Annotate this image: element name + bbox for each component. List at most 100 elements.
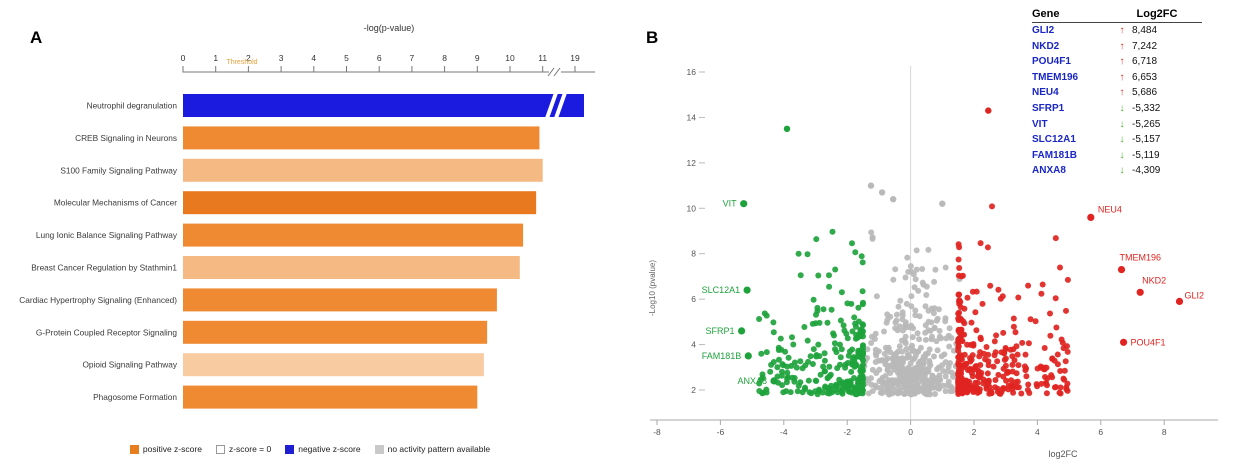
log2fc-column-header: Log2FC xyxy=(1136,8,1178,20)
data-point-up xyxy=(956,244,963,251)
labeled-gene-point xyxy=(740,200,748,208)
legend-swatch xyxy=(285,444,295,454)
pathway-bar xyxy=(183,320,488,344)
data-point-down xyxy=(846,379,853,386)
data-point-down xyxy=(784,369,791,376)
data-point-down xyxy=(809,320,816,327)
data-point-ns xyxy=(904,368,911,375)
data-point-up xyxy=(1054,351,1061,358)
pathway-bar xyxy=(183,126,540,150)
data-point-ns xyxy=(926,346,933,353)
pathway-bar xyxy=(183,385,478,409)
data-point-ns xyxy=(871,336,878,342)
data-point-ns xyxy=(931,324,938,331)
outlier-point-down xyxy=(783,125,791,132)
data-point-up xyxy=(959,338,966,345)
data-point-up xyxy=(985,351,992,358)
tick-label: 6 xyxy=(1098,427,1103,437)
up-arrow-icon: ↑ xyxy=(1119,25,1125,36)
data-point-ns xyxy=(908,293,915,300)
data-point-down xyxy=(761,310,768,317)
data-point-up xyxy=(973,327,980,334)
data-point-ns xyxy=(892,325,899,332)
data-point-ns xyxy=(872,330,879,337)
data-point-up xyxy=(1047,310,1053,317)
data-point-up xyxy=(1061,376,1068,383)
data-point-ns xyxy=(889,387,896,394)
data-point-down xyxy=(860,328,866,335)
data-point-down xyxy=(851,375,857,381)
data-point-down xyxy=(758,350,765,357)
data-point-down xyxy=(784,375,791,382)
gene-label: GLI2 xyxy=(1185,290,1205,300)
bar-chart-axis-title: -log(p-value) xyxy=(363,23,415,33)
data-point-up xyxy=(1057,384,1064,391)
data-point-up xyxy=(970,342,977,348)
data-point-ns xyxy=(898,356,905,363)
data-point-ns xyxy=(869,235,876,242)
gene-table-header: Gene Log2FC xyxy=(1032,8,1202,23)
down-arrow-icon: ↓ xyxy=(1119,165,1125,177)
data-point-ns xyxy=(883,389,890,395)
data-point-up xyxy=(1010,323,1017,330)
data-point-up xyxy=(966,366,973,373)
data-point-ns xyxy=(899,309,906,316)
pathway-bar xyxy=(183,158,543,182)
tick-label: 5 xyxy=(344,53,349,63)
data-point-down xyxy=(813,236,820,243)
data-point-ns xyxy=(931,353,937,360)
data-point-ns xyxy=(932,391,938,397)
data-point-ns xyxy=(890,276,897,283)
data-point-up xyxy=(956,265,963,271)
data-point-up xyxy=(1054,361,1061,368)
data-point-up xyxy=(994,385,1001,392)
gene-log2fc-table: Gene Log2FC GLI2 ↑ 8,484 NKD2 ↑ 7,242 POU4F1 ↑ 6… xyxy=(1032,8,1202,179)
legend-item: no activity pattern available xyxy=(374,444,491,454)
bar-chart-legend: positive z-score z-score = 0 negative z-sc… xyxy=(0,444,620,454)
table-row: POU4F1 ↑ 6,718 xyxy=(1032,54,1202,70)
gene-label: POU4F1 xyxy=(1131,337,1166,347)
category-label: Lung Ionic Balance Signaling Pathway xyxy=(36,230,178,240)
data-point-down xyxy=(826,283,833,290)
data-point-down xyxy=(817,371,824,378)
data-point-down xyxy=(756,316,763,322)
data-point-down xyxy=(770,319,777,326)
data-point-down xyxy=(815,272,822,279)
tick-label: 8 xyxy=(442,53,447,63)
data-point-ns xyxy=(869,366,876,373)
data-point-ns xyxy=(905,354,912,361)
data-point-down xyxy=(813,311,819,318)
legend-label: no activity pattern available xyxy=(387,444,491,454)
data-point-down xyxy=(820,363,827,370)
tick-label: 19 xyxy=(570,53,580,63)
data-point-up xyxy=(977,240,984,247)
data-point-up xyxy=(1038,290,1045,297)
data-point-down xyxy=(824,319,831,326)
data-point-down xyxy=(852,320,859,327)
data-point-ns xyxy=(895,303,902,310)
data-point-down xyxy=(816,353,823,360)
data-point-up xyxy=(1044,382,1050,389)
tick-label: 2 xyxy=(246,53,251,63)
data-point-down xyxy=(838,289,845,296)
outlier-point-ns xyxy=(890,196,897,203)
category-label: CREB Signaling in Neurons xyxy=(75,133,177,143)
data-point-up xyxy=(1004,370,1010,376)
data-point-ns xyxy=(924,367,931,374)
data-point-up xyxy=(955,353,962,360)
data-point-ns xyxy=(905,268,912,275)
tick-label: 4 xyxy=(311,53,316,63)
data-point-down xyxy=(797,272,804,279)
data-point-ns xyxy=(885,344,892,351)
data-point-down xyxy=(836,380,843,387)
tick-label: 10 xyxy=(505,53,515,63)
data-point-up xyxy=(955,347,962,354)
data-point-up xyxy=(1048,372,1055,379)
table-row: NEU4 ↑ 5,686 xyxy=(1032,85,1202,101)
gene-label: VIT xyxy=(723,199,738,209)
data-point-ns xyxy=(950,373,957,380)
data-point-down xyxy=(858,253,865,260)
tick-label: 4 xyxy=(1035,427,1040,437)
log2fc-value: -5,119 xyxy=(1132,149,1160,161)
data-point-up xyxy=(995,371,1002,378)
